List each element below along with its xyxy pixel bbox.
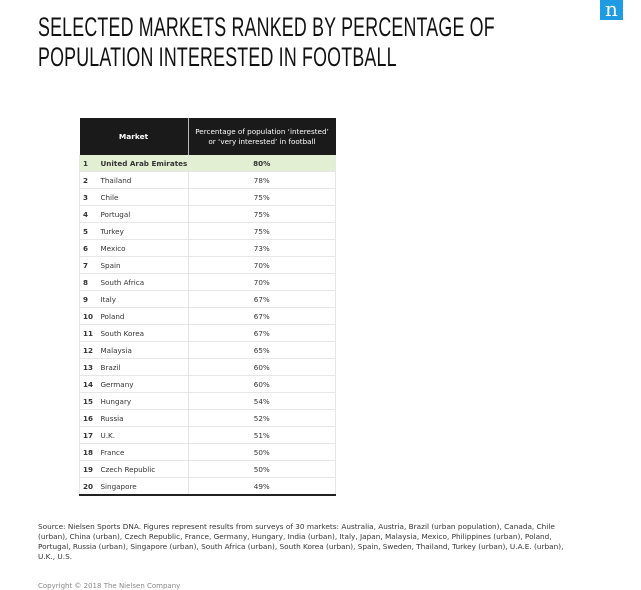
rank-cell: 16 <box>79 409 101 427</box>
rank-cell: 20 <box>79 477 101 496</box>
market-cell: Russia <box>100 409 188 427</box>
value-cell: 70% <box>187 256 336 274</box>
market-cell: United Arab Emirates <box>100 155 188 172</box>
table-row: 19 Czech Republic 50% <box>79 460 336 478</box>
market-cell: Thailand <box>100 171 188 189</box>
table-row: 5 Turkey 75% <box>79 222 336 240</box>
market-cell: Brazil <box>100 358 188 376</box>
header-market: Market <box>79 118 188 155</box>
rank-cell: 2 <box>79 171 101 189</box>
rank-cell: 9 <box>79 290 101 308</box>
table-row: 8 South Africa 70% <box>79 273 336 291</box>
table-row: 6 Mexico 73% <box>79 239 336 257</box>
rank-cell: 1 <box>79 155 101 172</box>
value-cell: 67% <box>187 307 336 325</box>
value-cell: 60% <box>187 358 336 376</box>
table-header-row: Market Percentage of population ‘interes… <box>79 118 336 155</box>
market-cell: Italy <box>100 290 188 308</box>
value-cell: 80% <box>187 155 336 172</box>
copyright-note: Copyright © 2018 The Nielsen Company <box>38 582 181 590</box>
table-row: 10 Poland 67% <box>79 307 336 325</box>
market-cell: U.K. <box>100 426 188 444</box>
value-cell: 75% <box>187 205 336 223</box>
rank-cell: 14 <box>79 375 101 393</box>
value-cell: 75% <box>187 188 336 206</box>
table-row: 3 Chile 75% <box>79 188 336 206</box>
market-cell: Mexico <box>100 239 188 257</box>
rank-cell: 5 <box>79 222 101 240</box>
value-cell: 50% <box>187 460 336 478</box>
value-cell: 67% <box>187 324 336 342</box>
rank-cell: 12 <box>79 341 101 359</box>
rank-cell: 13 <box>79 358 101 376</box>
table-row: 18 France 50% <box>79 443 336 461</box>
market-cell: South Africa <box>100 273 188 291</box>
table-row: 20 Singapore 49% <box>79 477 336 496</box>
market-cell: Poland <box>100 307 188 325</box>
table-row: 16 Russia 52% <box>79 409 336 427</box>
title-line-1: SELECTED MARKETS RANKED BY PERCENTAGE OF <box>38 12 495 42</box>
market-cell: Turkey <box>100 222 188 240</box>
markets-table: Market Percentage of population ‘interes… <box>79 118 336 496</box>
rank-cell: 7 <box>79 256 101 274</box>
market-cell: Portugal <box>100 205 188 223</box>
market-cell: Spain <box>100 256 188 274</box>
market-cell: South Korea <box>100 324 188 342</box>
table-row: 15 Hungary 54% <box>79 392 336 410</box>
market-cell: Malaysia <box>100 341 188 359</box>
source-note: Source: Nielsen Sports DNA. Figures repr… <box>38 522 564 561</box>
table-row: 13 Brazil 60% <box>79 358 336 376</box>
market-cell: France <box>100 443 188 461</box>
market-cell: Singapore <box>100 477 188 496</box>
rank-cell: 8 <box>79 273 101 291</box>
table-row: 12 Malaysia 65% <box>79 341 336 359</box>
rank-cell: 18 <box>79 443 101 461</box>
rank-cell: 6 <box>79 239 101 257</box>
table-row: 14 Germany 60% <box>79 375 336 393</box>
rank-cell: 11 <box>79 324 101 342</box>
header-percentage: Percentage of population ‘interested’ or… <box>187 118 336 155</box>
table-row: 1 United Arab Emirates 80% <box>79 155 336 172</box>
rank-cell: 19 <box>79 460 101 478</box>
value-cell: 50% <box>187 443 336 461</box>
rank-cell: 4 <box>79 205 101 223</box>
table-row: 17 U.K. 51% <box>79 426 336 444</box>
rank-cell: 3 <box>79 188 101 206</box>
table-row: 7 Spain 70% <box>79 256 336 274</box>
table-row: 11 South Korea 67% <box>79 324 336 342</box>
value-cell: 52% <box>187 409 336 427</box>
table-row: 4 Portugal 75% <box>79 205 336 223</box>
market-cell: Germany <box>100 375 188 393</box>
rank-cell: 15 <box>79 392 101 410</box>
rank-cell: 10 <box>79 307 101 325</box>
value-cell: 54% <box>187 392 336 410</box>
value-cell: 60% <box>187 375 336 393</box>
value-cell: 67% <box>187 290 336 308</box>
table-row: 2 Thailand 78% <box>79 171 336 189</box>
value-cell: 73% <box>187 239 336 257</box>
value-cell: 78% <box>187 171 336 189</box>
table-body: 1 United Arab Emirates 80% 2 Thailand 78% 3 Chi… <box>79 155 336 496</box>
table-row: 9 Italy 67% <box>79 290 336 308</box>
market-cell: Chile <box>100 188 188 206</box>
title-line-2: POPULATION INTERESTED IN FOOTBALL <box>38 42 397 72</box>
nielsen-logo-icon: n <box>600 0 623 20</box>
value-cell: 49% <box>187 477 336 496</box>
rank-cell: 17 <box>79 426 101 444</box>
market-cell: Hungary <box>100 392 188 410</box>
value-cell: 51% <box>187 426 336 444</box>
value-cell: 75% <box>187 222 336 240</box>
market-cell: Czech Republic <box>100 460 188 478</box>
value-cell: 65% <box>187 341 336 359</box>
page-title: SELECTED MARKETS RANKED BY PERCENTAGE OF… <box>38 12 495 72</box>
value-cell: 70% <box>187 273 336 291</box>
